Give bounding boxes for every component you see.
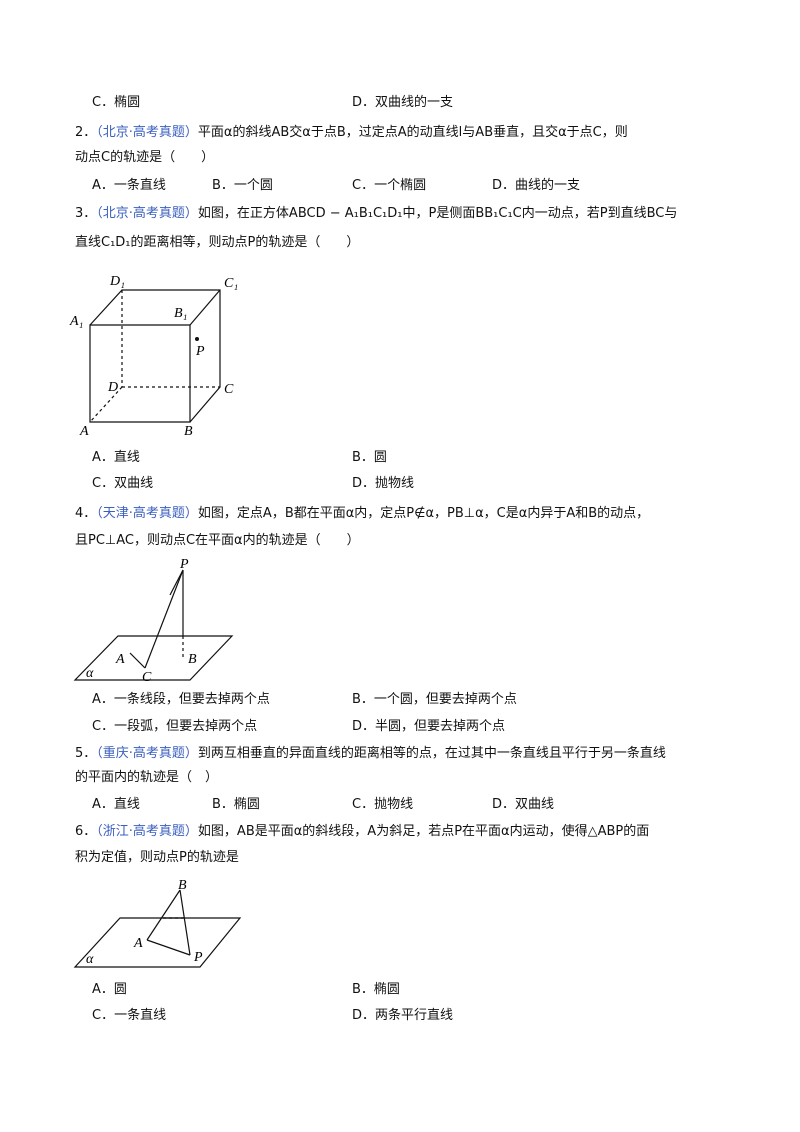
source: （天津·高考真题） (96, 506, 198, 521)
source: （北京·高考真题） (96, 125, 198, 140)
option: B．一个圆，但要去掉两个点 (352, 692, 517, 707)
option: C．一个椭圆 (352, 178, 427, 193)
label: P (179, 557, 189, 572)
edge (144, 569, 184, 669)
number: 6． (75, 824, 97, 839)
number: 2． (75, 125, 97, 140)
option: B．一个圆 (212, 178, 273, 193)
label: α (86, 666, 94, 681)
label: B₁ (174, 306, 187, 321)
edge (189, 289, 221, 326)
number: 5． (75, 746, 97, 761)
stem: 到两互相垂直的异面直线的距离相等的点，在过其中一条直线且平行于另一条直线 (197, 746, 666, 761)
option: A．圆 (92, 982, 127, 997)
stem-line: 且PC⊥AC，则动点C在平面α内的轨迹是（ ） (75, 533, 360, 548)
stem-line: 积为定值，则动点P的轨迹是 (75, 850, 239, 865)
stem-line: 直线C₁D₁的距离相等，则动点P的轨迹是（ ） (75, 235, 360, 250)
label: A₁ (69, 314, 83, 329)
edge (146, 889, 181, 941)
stem: 如图，AB是平面α的斜线段，A为斜足，若点P在平面α内运动，使得△ABP的面 (197, 824, 650, 839)
stem-line: 4．（天津·高考真题）如图，定点A，B都在平面α内，定点P∉α，PB⊥α，C是α… (75, 505, 649, 523)
stem-line: 动点C的轨迹是（ ） (75, 150, 215, 165)
number: 4． (75, 506, 97, 521)
edge (179, 889, 191, 956)
label: C₁ (224, 276, 238, 291)
label: α (86, 952, 94, 967)
label: B (184, 424, 193, 439)
option: A．一条线段，但要去掉两个点 (92, 692, 270, 707)
label: D₁ (109, 274, 125, 289)
cube-figure: D₁ C₁ A₁ B₁ P D C A B (69, 274, 238, 439)
label: A (133, 936, 143, 951)
label: A (79, 424, 89, 439)
label: D (107, 380, 118, 395)
plane-figure: B A P α (73, 878, 242, 968)
option: D．两条平行直线 (352, 1008, 454, 1023)
label: A (115, 652, 125, 667)
option: C．双曲线 (92, 476, 154, 491)
label: B (188, 652, 197, 667)
plane-figure: P A C B α (73, 557, 234, 685)
option: A．直线 (92, 450, 140, 465)
option: C．一条直线 (92, 1008, 167, 1023)
plane (73, 635, 234, 681)
point (195, 337, 199, 341)
edge (129, 652, 146, 669)
option: D．双曲线的一支 (352, 95, 454, 110)
label: P (193, 950, 203, 965)
option: A．直线 (92, 797, 140, 812)
option: A．一条直线 (92, 178, 166, 193)
label: C (224, 382, 234, 397)
plane (73, 917, 242, 968)
option: D．双曲线 (492, 797, 555, 812)
option: B．椭圆 (212, 797, 260, 812)
option: D．半圆，但要去掉两个点 (352, 719, 506, 734)
stem: 平面α的斜线AB交α于点B，过定点A的动直线l与AB垂直，且交α于点C，则 (197, 125, 628, 140)
option: D．曲线的一支 (492, 178, 581, 193)
option: C．一段弧，但要去掉两个点 (92, 719, 258, 734)
stem-line: 2．（北京·高考真题）平面α的斜线AB交α于点B，过定点A的动直线l与AB垂直，… (75, 124, 628, 142)
stem-line: 的平面内的轨迹是（ ） (75, 770, 219, 785)
stem: 如图，定点A，B都在平面α内，定点P∉α，PB⊥α，C是α内异于A和B的动点， (197, 506, 650, 521)
source: （重庆·高考真题） (96, 746, 198, 761)
option: C．抛物线 (352, 797, 414, 812)
edge (146, 939, 191, 956)
stem: 如图，在正方体ABCD − A₁B₁C₁D₁中，P是侧面BB₁C₁C内一动点，若… (197, 206, 678, 221)
stem-line: 3．（北京·高考真题）如图，在正方体ABCD − A₁B₁C₁D₁中，P是侧面B… (75, 205, 677, 223)
number: 3． (75, 206, 97, 221)
stem-line: 6．（浙江·高考真题）如图，AB是平面α的斜线段，A为斜足，若点P在平面α内运动… (75, 823, 649, 841)
edge (169, 569, 184, 596)
hidden-edge (89, 386, 123, 423)
source: （北京·高考真题） (96, 206, 198, 221)
option: D．抛物线 (352, 476, 415, 491)
label: B (178, 878, 187, 893)
option: B．椭圆 (352, 982, 400, 997)
edge (89, 324, 191, 423)
option: B．圆 (352, 450, 387, 465)
stem-line: 5．（重庆·高考真题）到两互相垂直的异面直线的距离相等的点，在过其中一条直线且平… (75, 745, 666, 763)
option: C．椭圆 (92, 95, 141, 110)
label: C (142, 670, 152, 685)
label: P (195, 344, 205, 359)
source: （浙江·高考真题） (96, 824, 198, 839)
